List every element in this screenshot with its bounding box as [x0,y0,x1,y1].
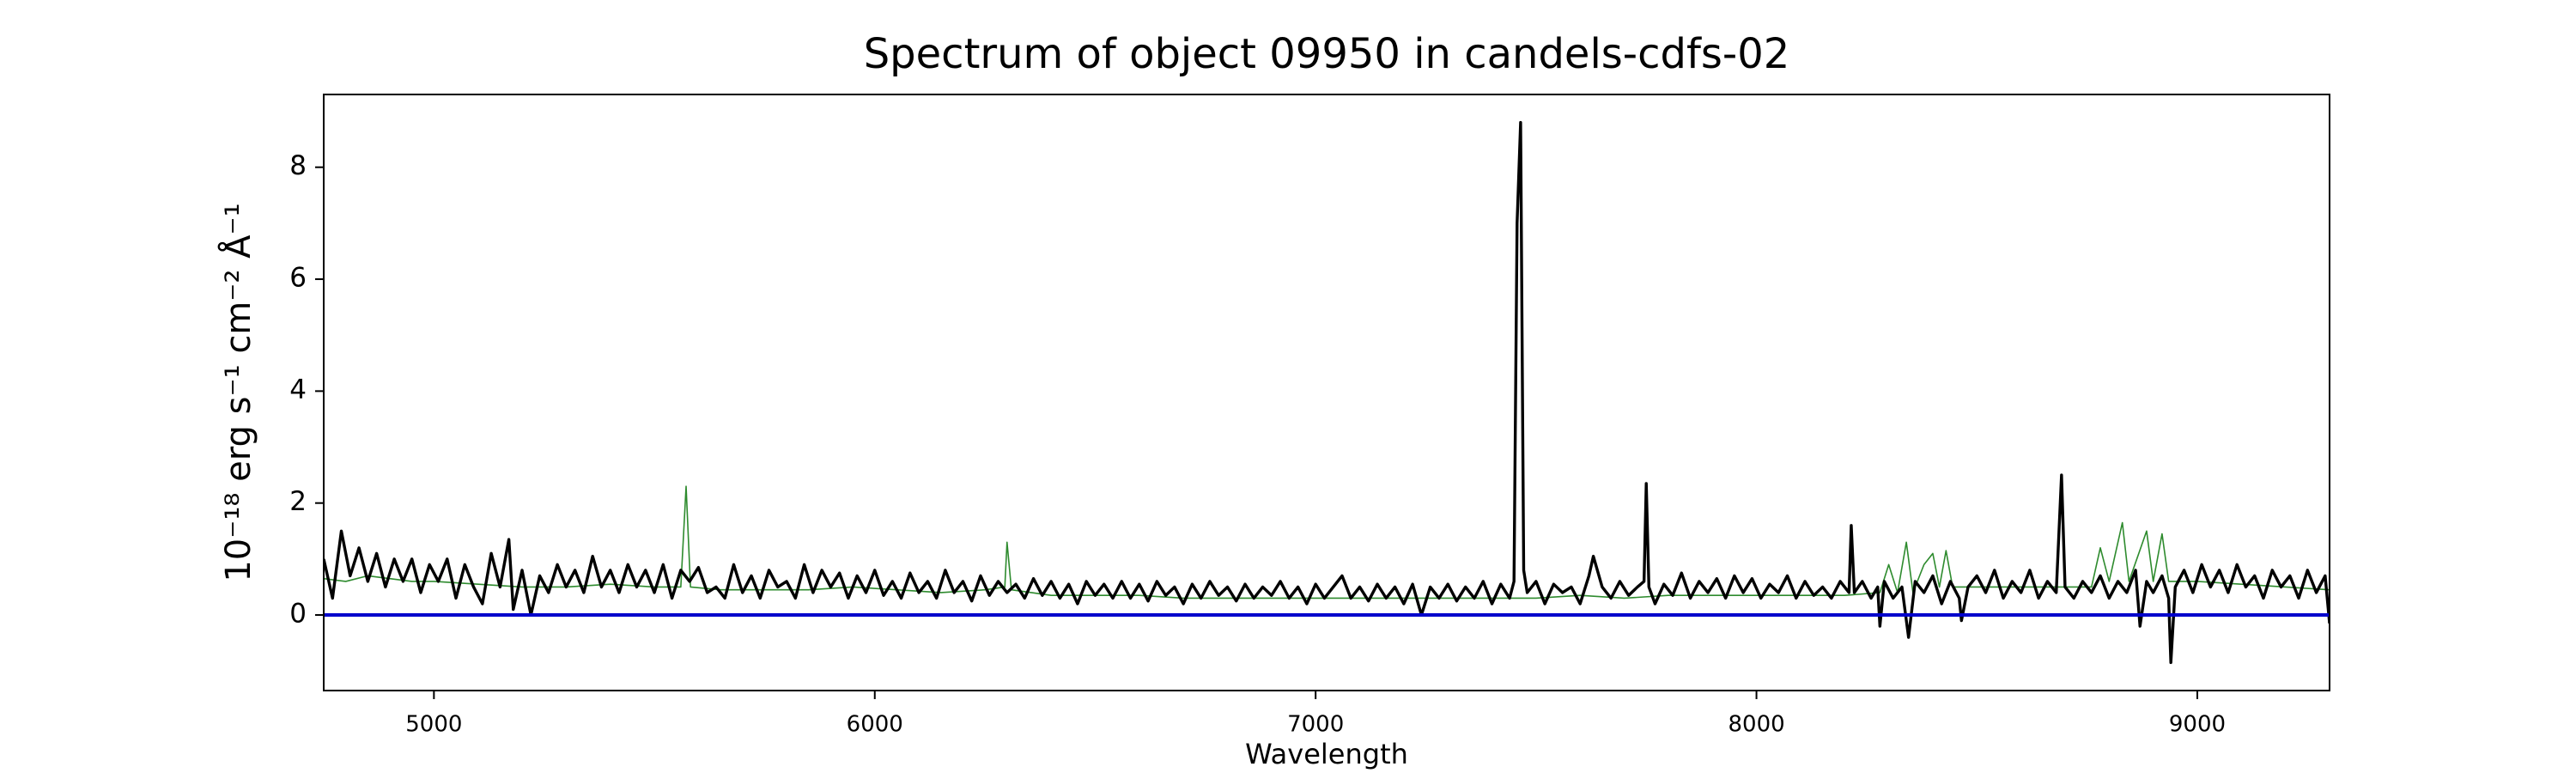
chart-title: Spectrum of object 09950 in candels-cdfs… [864,30,1790,78]
y-tick-label: 0 [289,599,307,630]
y-tick-label: 4 [289,374,307,405]
y-axis-label: 10⁻¹⁸ erg s⁻¹ cm⁻² Å⁻¹ [217,203,258,581]
x-tick-label: 8000 [1728,712,1784,738]
spectrum-line [324,485,2330,600]
y-tick-label: 2 [289,486,307,517]
x-tick-label: 9000 [2169,712,2226,738]
x-tick-label: 5000 [405,712,462,738]
x-axis-label: Wavelength [1245,738,1408,770]
plot-frame [323,94,2330,691]
y-tick-label: 8 [289,150,307,181]
y-tick-label: 6 [289,263,307,294]
x-tick-label: 6000 [847,712,903,738]
spectrum-line [324,120,2330,665]
x-tick-label: 7000 [1287,712,1344,738]
